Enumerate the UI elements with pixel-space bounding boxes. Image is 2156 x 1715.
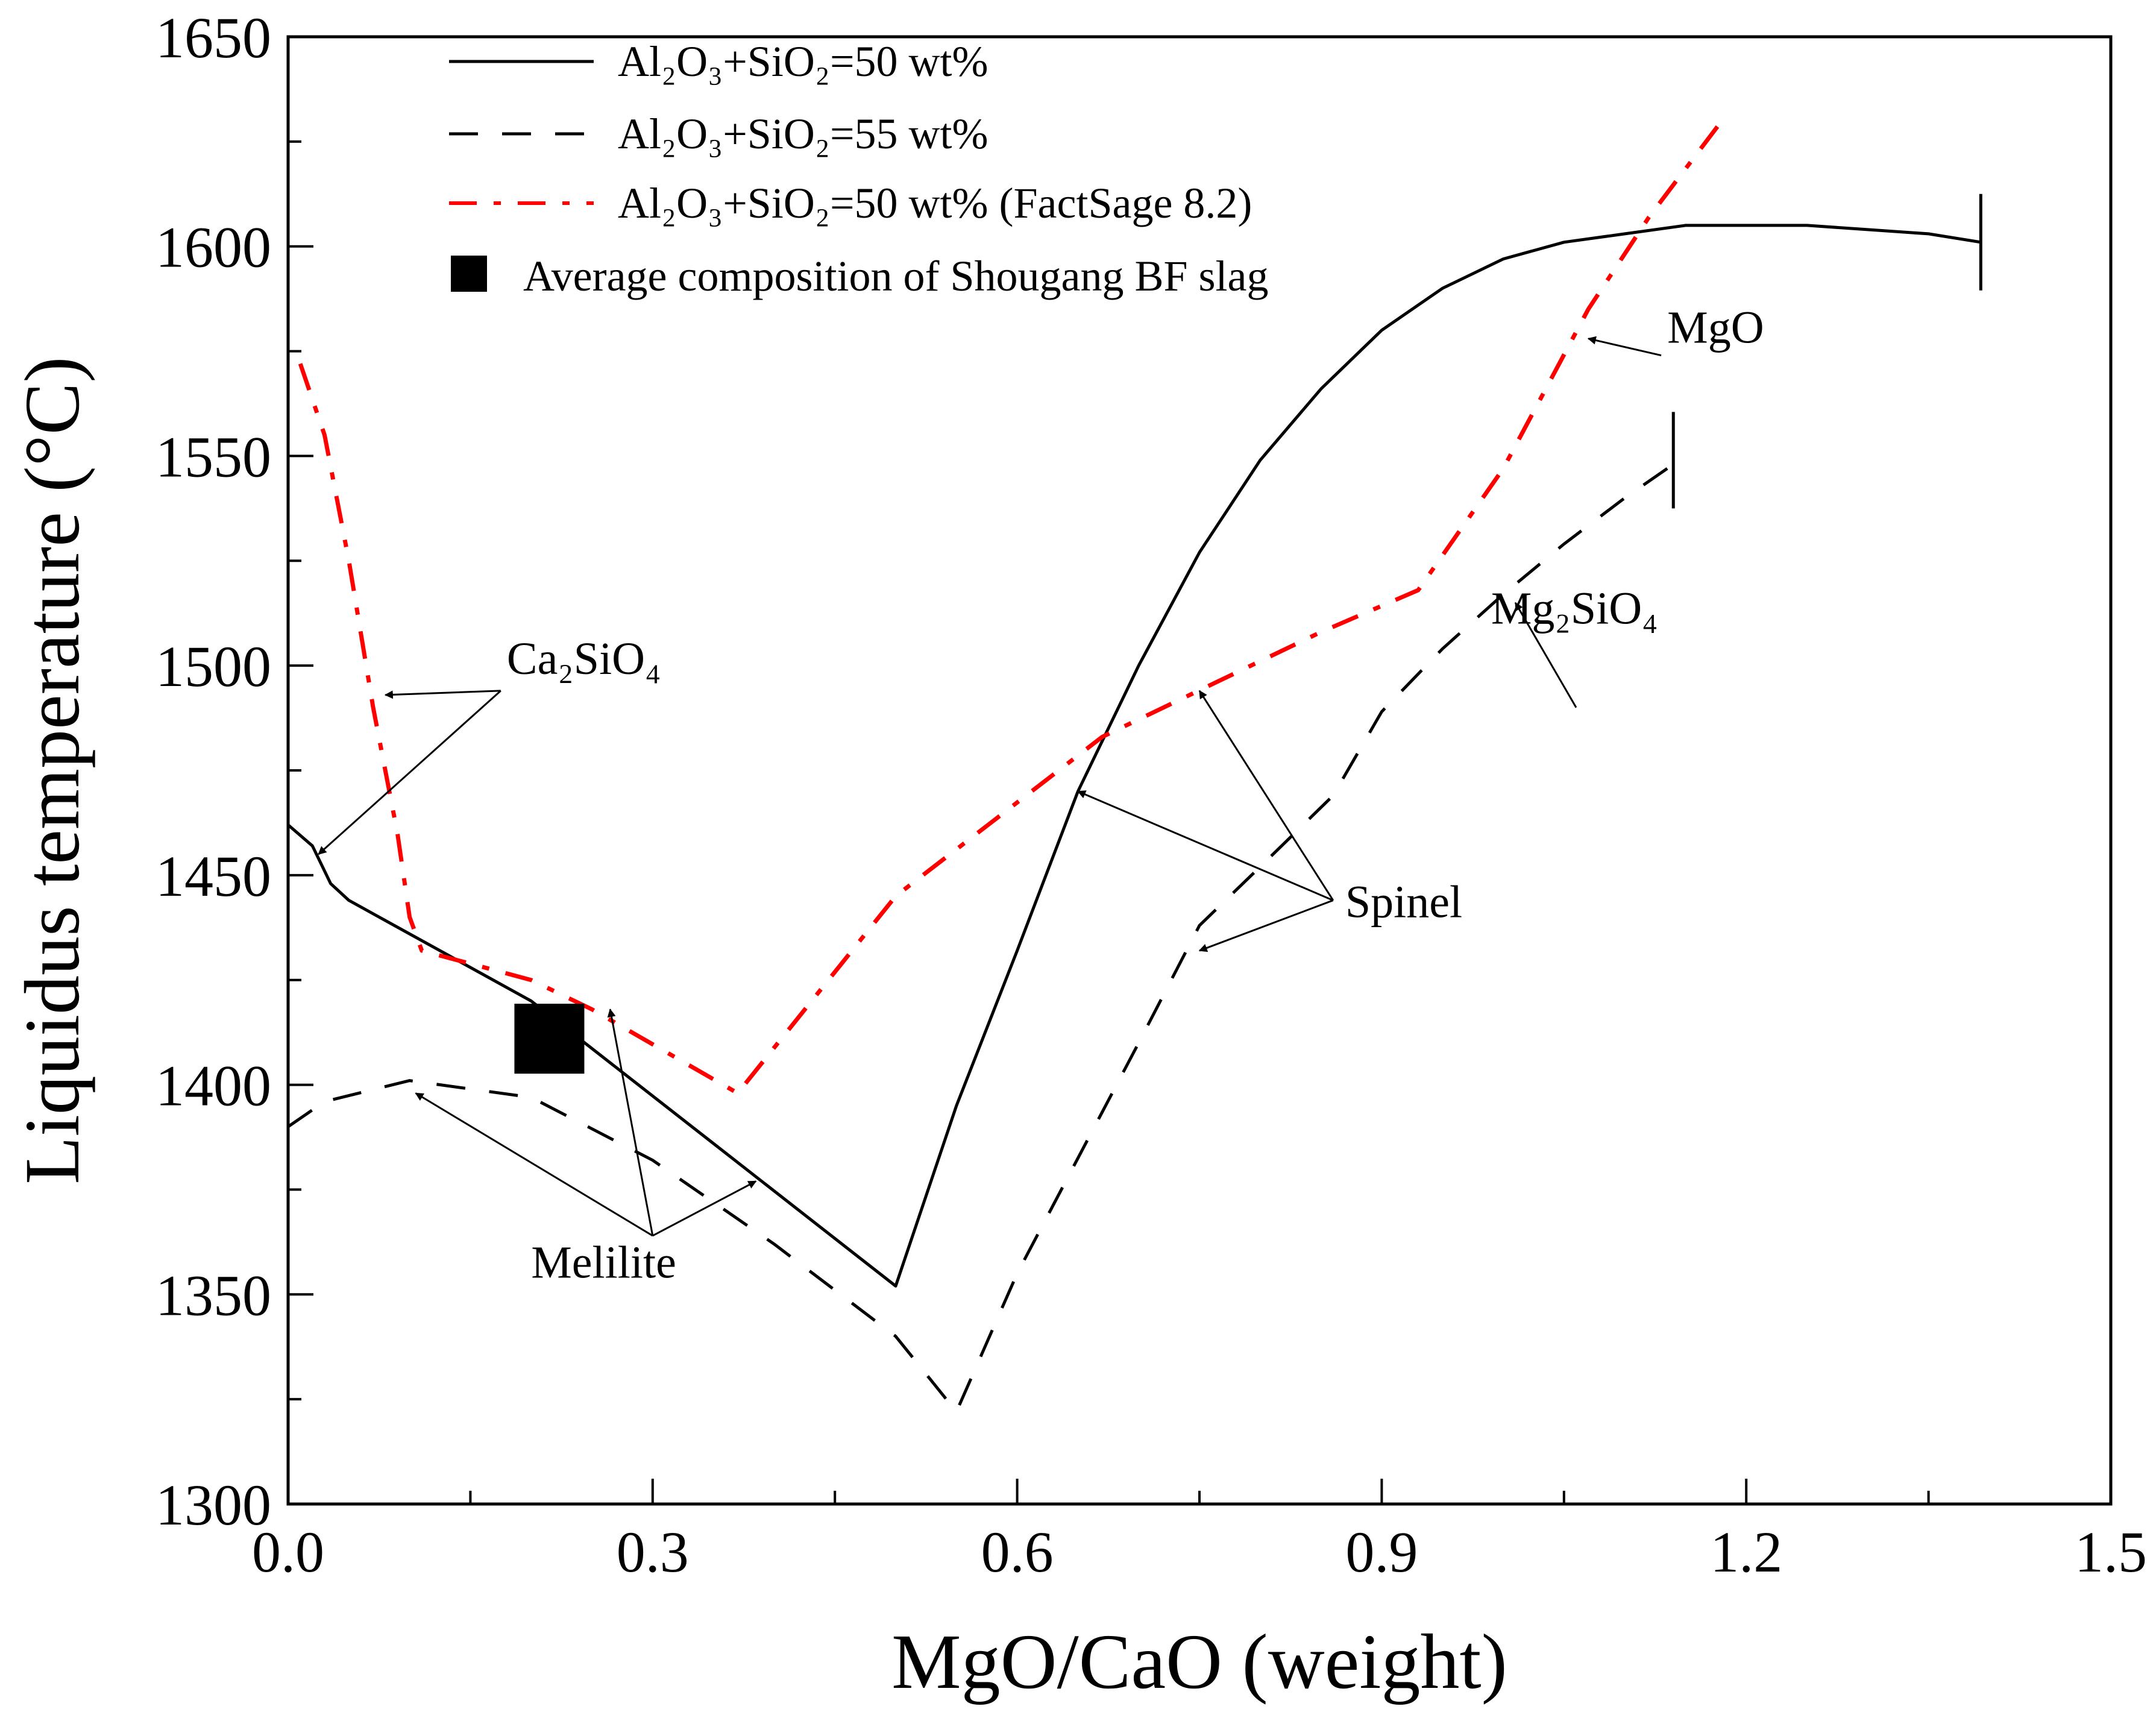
y-axis-label: Liquidus temperature (°C) <box>9 356 96 1184</box>
legend-label-dashed: Al₂O₃+SiO₂=55 wt% <box>618 110 988 158</box>
annotation-arrow <box>1198 690 1334 901</box>
y-tick-label: 1400 <box>156 1054 271 1118</box>
tick-marks: 0.0 0.3 0.6 0.9 1.2 1.5 1300 1350 1400 1450 1500 15… <box>156 5 2147 1584</box>
y-tick-label: 1500 <box>156 634 271 699</box>
x-tick-label: 0.3 <box>617 1520 689 1584</box>
annotation-label: Mg₂SiO₄ <box>1491 584 1658 634</box>
series-line-solid <box>287 224 1981 1288</box>
y-tick-label: 1600 <box>156 215 271 280</box>
x-tick-label: 1.5 <box>2075 1520 2147 1584</box>
legend-label-square: Average composition of Shougang BF slag <box>523 252 1269 300</box>
x-tick-label: 0.9 <box>1345 1520 1418 1584</box>
series-line-dashed <box>287 463 1674 1414</box>
annotation-arrow <box>1077 790 1334 901</box>
legend-label-dashdot: Al₂O₃+SiO₂=50 wt% (FactSage 8.2) <box>618 179 1252 227</box>
y-tick-label: 1350 <box>156 1263 271 1327</box>
annotation-label: Ca₂SiO₄ <box>507 634 661 684</box>
y-tick-label: 1300 <box>156 1473 271 1537</box>
series-layer <box>287 119 1982 1414</box>
x-tick-label: 0.6 <box>981 1520 1054 1584</box>
annotation-arrow <box>1514 602 1577 708</box>
annotation-label: MgO <box>1667 303 1764 353</box>
annotation-arrow <box>318 690 501 855</box>
x-tick-label: 1.2 <box>1710 1520 1782 1584</box>
annotation-arrow <box>1587 336 1662 356</box>
annotation-arrow <box>652 1180 757 1237</box>
legend-square-marker <box>451 256 487 292</box>
annotation-label: Melilite <box>531 1237 676 1288</box>
y-tick-label: 1550 <box>156 424 271 489</box>
annotation-arrow <box>607 1009 654 1236</box>
bf-slag-marker <box>514 1004 585 1074</box>
annotation-label: Spinel <box>1345 876 1462 927</box>
y-tick-label: 1650 <box>156 5 271 70</box>
legend-label-solid: Al₂O₃+SiO₂=50 wt% <box>618 37 988 86</box>
annotation-arrow <box>415 1092 653 1237</box>
x-axis-label: MgO/CaO (weight) <box>891 1619 1507 1705</box>
annotation-arrow <box>384 690 501 699</box>
markers <box>514 1004 585 1074</box>
x-tick-label: 0.0 <box>252 1520 324 1584</box>
annotation-arrow <box>1198 899 1334 952</box>
y-tick-label: 1450 <box>156 844 271 908</box>
legend: Al₂O₃+SiO₂=50 wt% Al₂O₃+SiO₂=55 wt% Al₂O… <box>449 37 1269 300</box>
annotations: Ca₂SiO₄ MgO Mg₂SiO₄ Spinel Melilite <box>318 303 1764 1288</box>
